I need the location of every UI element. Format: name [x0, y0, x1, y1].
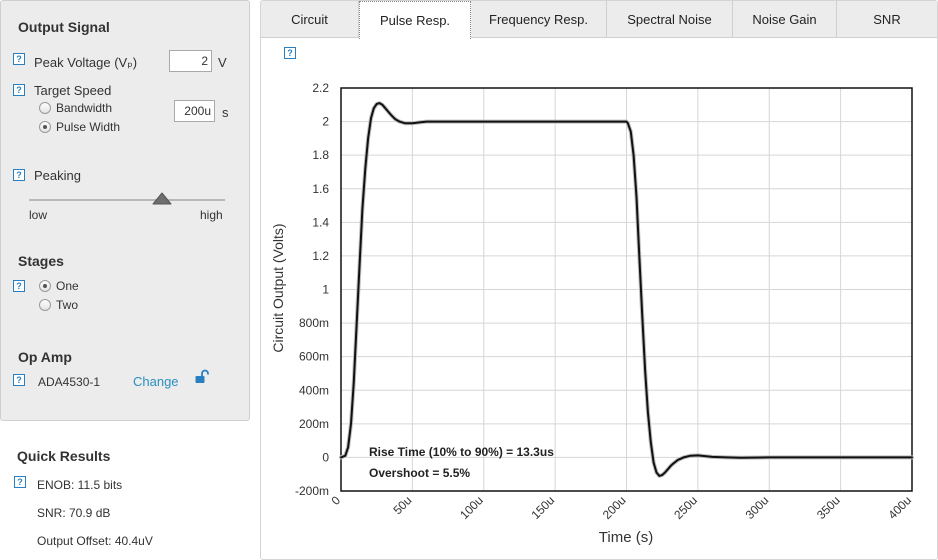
unlock-icon[interactable]	[194, 369, 210, 385]
x-tick-label: 0	[328, 493, 343, 508]
peaking-label: Peaking	[34, 168, 81, 183]
chart-annotation: Rise Time (10% to 90%) = 13.3us	[369, 445, 554, 459]
tab-frequency-resp[interactable]: Frequency Resp.	[471, 1, 607, 38]
pulse-width-unit: s	[222, 105, 229, 120]
help-icon[interactable]: ?	[13, 53, 25, 65]
tab-circuit[interactable]: Circuit	[261, 1, 359, 38]
peak-voltage-unit: V	[218, 55, 227, 70]
y-tick-label: 600m	[299, 350, 329, 364]
tab-pulse-resp[interactable]: Pulse Resp.	[359, 1, 471, 39]
x-tick-label: 350u	[814, 493, 843, 522]
y-tick-label: 400m	[299, 383, 329, 397]
series-line	[340, 102, 913, 477]
quick-results-title: Quick Results	[17, 448, 111, 464]
tab-noise-gain[interactable]: Noise Gain	[733, 1, 837, 38]
peaking-low-label: low	[29, 208, 48, 222]
stages-two-label: Two	[56, 298, 79, 312]
op-amp-title: Op Amp	[18, 349, 72, 365]
y-tick-label: 2.2	[312, 81, 329, 95]
target-speed-label: Target Speed	[34, 83, 112, 98]
y-axis-label: Circuit Output (Volts)	[270, 223, 286, 352]
op-amp-part: ADA4530-1	[38, 375, 101, 389]
x-tick-label: 250u	[671, 493, 700, 522]
snr-result: SNR: 70.9 dB	[37, 506, 111, 520]
help-icon[interactable]: ?	[13, 169, 25, 181]
stages-two-radio[interactable]	[39, 299, 51, 311]
x-axis-label: Time (s)	[599, 529, 653, 546]
change-op-amp-link[interactable]: Change	[133, 374, 179, 389]
y-tick-label: 1	[322, 283, 329, 297]
stages-one-label: One	[56, 279, 79, 293]
peak-voltage-label: Peak Voltage (Vₚ)	[34, 55, 138, 70]
pulse-width-label: Pulse Width	[56, 120, 121, 134]
help-icon[interactable]: ?	[13, 84, 25, 96]
help-icon[interactable]: ?	[14, 476, 26, 488]
enob-result: ENOB: 11.5 bits	[37, 478, 123, 492]
y-tick-label: 800m	[299, 316, 329, 330]
peaking-high-label: high	[200, 208, 223, 222]
tab-spectral-noise[interactable]: Spectral Noise	[607, 1, 733, 38]
pulse-width-input[interactable]	[174, 100, 215, 122]
y-tick-label: 200m	[299, 417, 329, 431]
x-tick-label: 150u	[528, 493, 557, 522]
y-tick-label: 1.6	[312, 182, 329, 196]
y-tick-label: 1.2	[312, 249, 329, 263]
y-tick-label: -200m	[295, 484, 329, 498]
y-tick-label: 1.8	[312, 148, 329, 162]
quick-results-panel: Quick Results ? ENOB: 11.5 bits SNR: 70.…	[0, 432, 250, 560]
slider-thumb-icon[interactable]	[151, 191, 173, 205]
x-tick-label: 100u	[457, 493, 486, 522]
help-icon[interactable]: ?	[13, 374, 25, 386]
output-signal-title: Output Signal	[18, 19, 110, 35]
stages-title: Stages	[18, 253, 64, 269]
chart-annotation: Overshoot = 5.5%	[369, 466, 470, 480]
results-panel: Circuit Pulse Resp. Frequency Resp. Spec…	[260, 0, 938, 560]
plot-area-frame	[340, 87, 913, 492]
tab-snr[interactable]: SNR	[873, 12, 901, 27]
settings-panel: Output Signal ? Peak Voltage (Vₚ) V ? Ta…	[0, 0, 250, 421]
help-icon[interactable]: ?	[284, 47, 296, 59]
x-tick-label: 400u	[885, 493, 914, 522]
x-tick-label: 50u	[390, 493, 414, 517]
y-tick-label: 1.4	[312, 215, 329, 229]
y-tick-label: 0	[322, 450, 329, 464]
bandwidth-label: Bandwidth	[56, 101, 113, 115]
x-tick-label: 300u	[743, 493, 772, 522]
x-tick-label: 200u	[600, 493, 629, 522]
bandwidth-radio[interactable]	[39, 102, 51, 114]
output-offset-result: Output Offset: 40.4uV	[37, 534, 153, 548]
y-tick-label: 2	[322, 115, 329, 129]
tab-bar: Circuit Pulse Resp. Frequency Resp. Spec…	[261, 1, 937, 39]
peaking-slider[interactable]	[29, 199, 225, 201]
peak-voltage-input[interactable]	[169, 50, 212, 72]
help-icon[interactable]: ?	[13, 280, 25, 292]
pulse-width-radio[interactable]	[39, 121, 51, 133]
stages-one-radio[interactable]	[39, 280, 51, 292]
